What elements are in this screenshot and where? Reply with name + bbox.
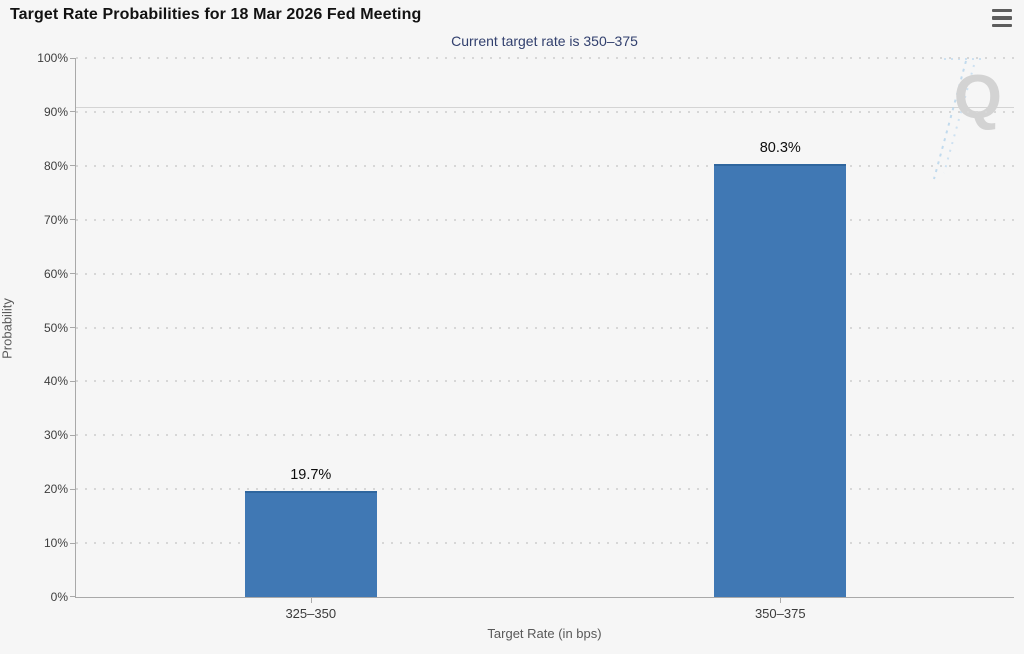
bar-value-label: 19.7% bbox=[290, 466, 332, 483]
y-tick-label: 80% bbox=[43, 158, 68, 173]
bar-value-label: 80.3% bbox=[759, 140, 801, 157]
hamburger-icon bbox=[992, 16, 1012, 20]
y-gridline bbox=[76, 488, 1014, 491]
x-tick-label: 325–350 bbox=[285, 606, 337, 621]
y-tick-label: 20% bbox=[43, 482, 68, 497]
quikstrike-watermark: Q bbox=[953, 63, 1002, 132]
y-gridline bbox=[76, 218, 1014, 221]
y-axis-tick bbox=[70, 488, 76, 490]
y-tick-label: 90% bbox=[43, 104, 68, 119]
x-axis-tick bbox=[310, 598, 312, 603]
y-tick-label: 100% bbox=[37, 51, 68, 65]
y-axis-tick bbox=[70, 111, 76, 113]
y-axis-tick bbox=[70, 273, 76, 275]
plot-area: Q 0% 10% 20% 30% 40% 50% 60% 70% 80% 90% 100% 19.7%… bbox=[37, 51, 1014, 621]
y-axis-tick bbox=[70, 434, 76, 436]
y-gridline bbox=[76, 272, 1014, 275]
y-tick-label: 0% bbox=[50, 590, 68, 604]
y-axis-tick bbox=[70, 380, 76, 382]
y-gridline bbox=[76, 110, 1014, 113]
y-axis-tick bbox=[70, 219, 76, 221]
x-axis-tick bbox=[780, 598, 782, 603]
page-title: Target Rate Probabilities for 18 Mar 202… bbox=[10, 6, 422, 23]
y-axis-tick bbox=[70, 57, 76, 59]
y-gridline bbox=[76, 326, 1014, 329]
chart-subtitle: Current target rate is 350–375 bbox=[451, 33, 638, 49]
hamburger-icon bbox=[992, 9, 1012, 13]
y-gridline bbox=[76, 57, 1014, 59]
y-tick-label: 50% bbox=[43, 320, 68, 335]
y-gridline bbox=[76, 542, 1014, 545]
x-tick-label: 350–375 bbox=[754, 606, 806, 621]
y-gridline bbox=[76, 380, 1014, 383]
y-axis-title: Probability bbox=[0, 298, 15, 359]
hamburger-icon bbox=[992, 23, 1012, 27]
y-axis-tick bbox=[70, 165, 76, 167]
y-gridline bbox=[76, 434, 1014, 437]
y-axis-tick bbox=[70, 327, 76, 328]
x-axis-title: Target Rate (in bps) bbox=[487, 626, 602, 641]
watermark-line bbox=[76, 107, 1014, 108]
menu-button[interactable] bbox=[992, 9, 1014, 27]
y-gridline bbox=[76, 164, 1014, 167]
y-axis-tick bbox=[70, 542, 76, 544]
watermark-flame-icon bbox=[933, 58, 982, 180]
y-tick-label: 70% bbox=[43, 212, 68, 227]
y-axis-tick bbox=[70, 596, 76, 597]
bar-325–350[interactable] bbox=[244, 490, 377, 597]
y-tick-label: 40% bbox=[43, 374, 68, 389]
y-tick-label: 60% bbox=[43, 266, 68, 281]
bar-350–375[interactable] bbox=[714, 164, 847, 597]
y-tick-label: 10% bbox=[43, 536, 68, 551]
y-tick-label: 30% bbox=[43, 428, 68, 443]
